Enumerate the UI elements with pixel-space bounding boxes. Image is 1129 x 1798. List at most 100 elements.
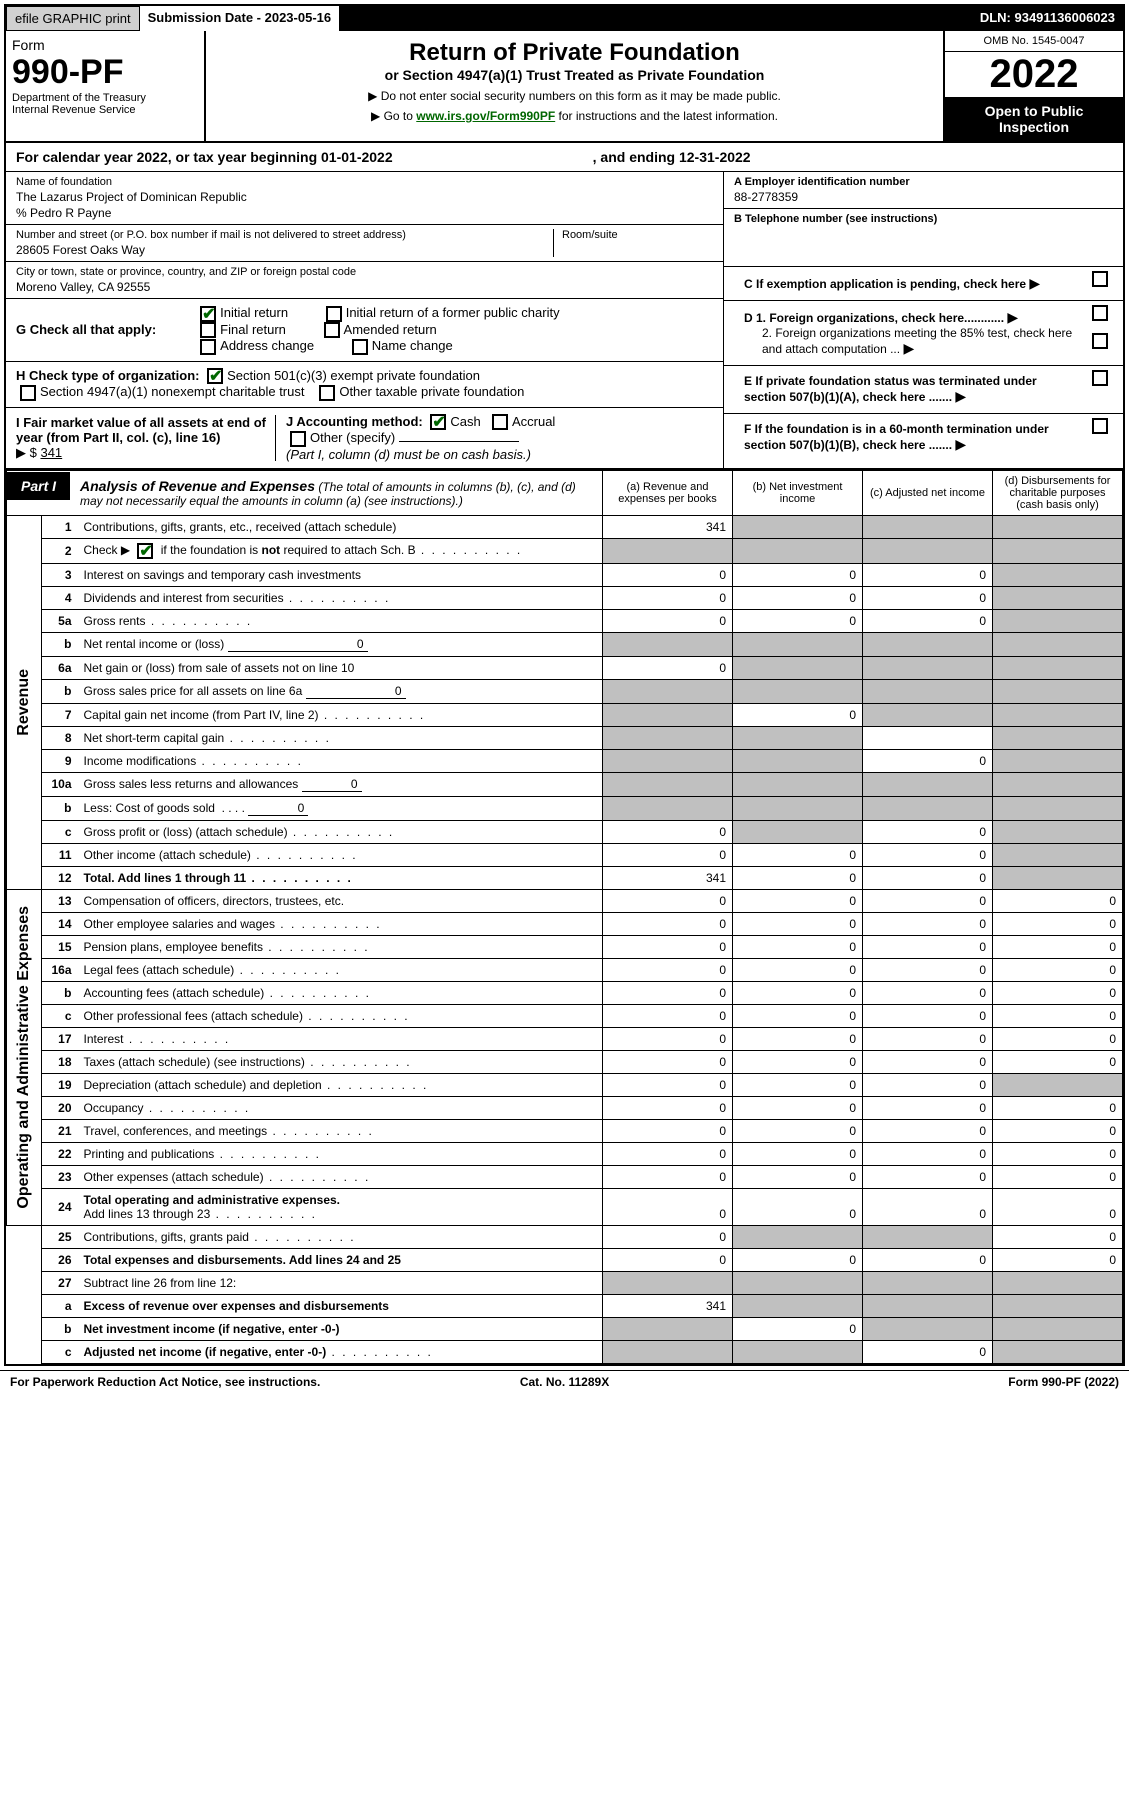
other-specify-input[interactable] bbox=[399, 441, 519, 442]
arrow-icon: ▶ bbox=[1007, 309, 1018, 325]
d1-checkbox[interactable] bbox=[1092, 305, 1108, 321]
val: 0 bbox=[733, 1027, 863, 1050]
g-name-change: Name change bbox=[372, 338, 453, 353]
val: 0 bbox=[993, 935, 1123, 958]
ln: 11 bbox=[42, 843, 78, 866]
val: 0 bbox=[863, 1096, 993, 1119]
val: 0 bbox=[863, 843, 993, 866]
val: 0 bbox=[863, 1340, 993, 1363]
val: 0 bbox=[733, 912, 863, 935]
val: 0 bbox=[733, 1004, 863, 1027]
ln: 8 bbox=[42, 726, 78, 749]
other-method-checkbox[interactable] bbox=[290, 431, 306, 447]
accrual-checkbox[interactable] bbox=[492, 414, 508, 430]
e-checkbox[interactable] bbox=[1092, 370, 1108, 386]
efile-print-button[interactable]: efile GRAPHIC print bbox=[6, 6, 140, 31]
val: 0 bbox=[993, 889, 1123, 912]
val: 0 bbox=[863, 866, 993, 889]
desc: Legal fees (attach schedule) bbox=[78, 958, 603, 981]
amended-checkbox[interactable] bbox=[324, 322, 340, 338]
val: 0 bbox=[993, 1096, 1123, 1119]
val: 0 bbox=[863, 1248, 993, 1271]
schb-checkbox[interactable] bbox=[137, 543, 153, 559]
page-footer: For Paperwork Reduction Act Notice, see … bbox=[0, 1370, 1129, 1393]
tel-field: B Telephone number (see instructions) bbox=[724, 209, 1123, 267]
header-center: Return of Private Foundation or Section … bbox=[206, 31, 943, 141]
val: 0 bbox=[863, 749, 993, 772]
c-checkbox[interactable] bbox=[1092, 271, 1108, 287]
desc: Subtract line 26 from line 12: bbox=[78, 1271, 603, 1294]
ein-field: A Employer identification number 88-2778… bbox=[724, 172, 1123, 209]
note-2: ▶ Go to www.irs.gov/Form990PF for instru… bbox=[214, 109, 935, 123]
ein-label: A Employer identification number bbox=[734, 176, 1113, 188]
ln: c bbox=[42, 1004, 78, 1027]
table-row: 21Travel, conferences, and meetings 0000 bbox=[7, 1119, 1123, 1142]
addr-change-checkbox[interactable] bbox=[200, 339, 216, 355]
txt: Gross sales less returns and allowances bbox=[84, 777, 299, 791]
form-url-link[interactable]: www.irs.gov/Form990PF bbox=[416, 109, 555, 123]
ln: a bbox=[42, 1294, 78, 1317]
ln: 22 bbox=[42, 1142, 78, 1165]
501c3-checkbox[interactable] bbox=[207, 368, 223, 384]
g-amended: Amended return bbox=[344, 322, 437, 337]
val: 0 bbox=[603, 1188, 733, 1225]
g-label: G Check all that apply: bbox=[16, 322, 156, 337]
header-left: Form 990-PF Department of the Treasury I… bbox=[6, 31, 206, 141]
val: 0 bbox=[863, 1073, 993, 1096]
tel-label: B Telephone number (see instructions) bbox=[734, 213, 1113, 225]
ln: 15 bbox=[42, 935, 78, 958]
ln: 16a bbox=[42, 958, 78, 981]
ln: 26 bbox=[42, 1248, 78, 1271]
table-row: bNet rental income or (loss) 0 bbox=[7, 632, 1123, 656]
val: 0 bbox=[603, 1248, 733, 1271]
val: 341 bbox=[603, 1294, 733, 1317]
initial-return-checkbox[interactable] bbox=[200, 306, 216, 322]
val: 0 bbox=[993, 1225, 1123, 1248]
val: 0 bbox=[733, 981, 863, 1004]
val: 0 bbox=[993, 1027, 1123, 1050]
ln: 20 bbox=[42, 1096, 78, 1119]
entity-left: Name of foundation The Lazarus Project o… bbox=[6, 172, 723, 468]
cash-checkbox[interactable] bbox=[430, 414, 446, 430]
val: 0 bbox=[863, 935, 993, 958]
val: 0 bbox=[733, 1073, 863, 1096]
ln: 14 bbox=[42, 912, 78, 935]
final-return-checkbox[interactable] bbox=[200, 322, 216, 338]
f-checkbox[interactable] bbox=[1092, 418, 1108, 434]
d1-label: D 1. Foreign organizations, check here..… bbox=[744, 311, 1004, 325]
val: 341 bbox=[603, 515, 733, 538]
spacer bbox=[339, 6, 972, 31]
arrow-icon: ▶ bbox=[1029, 275, 1040, 291]
form-number: 990-PF bbox=[12, 53, 198, 92]
d2-checkbox[interactable] bbox=[1092, 333, 1108, 349]
top-bar: efile GRAPHIC print Submission Date - 20… bbox=[6, 6, 1123, 31]
dept-line1: Department of the Treasury bbox=[12, 92, 198, 104]
c-label: C If exemption application is pending, c… bbox=[744, 277, 1026, 291]
txt: Net short-term capital gain bbox=[84, 731, 225, 745]
initial-former-checkbox[interactable] bbox=[326, 306, 342, 322]
note2-pre: ▶ Go to bbox=[371, 109, 416, 123]
4947-checkbox[interactable] bbox=[20, 385, 36, 401]
table-row: 6aNet gain or (loss) from sale of assets… bbox=[7, 656, 1123, 679]
col-a-header: (a) Revenue and expenses per books bbox=[603, 470, 733, 515]
omb-number: OMB No. 1545-0047 bbox=[945, 31, 1123, 52]
i-label: I Fair market value of all assets at end… bbox=[16, 415, 266, 445]
desc: Total operating and administrative expen… bbox=[78, 1188, 603, 1225]
h-label: H Check type of organization: bbox=[16, 368, 199, 383]
val: 0 bbox=[603, 981, 733, 1004]
name-change-checkbox[interactable] bbox=[352, 339, 368, 355]
header-right: OMB No. 1545-0047 2022 Open to Public In… bbox=[943, 31, 1123, 141]
ln: 23 bbox=[42, 1165, 78, 1188]
val: 0 bbox=[603, 563, 733, 586]
txt: Travel, conferences, and meetings bbox=[84, 1124, 268, 1138]
desc: Interest bbox=[78, 1027, 603, 1050]
form-word: Form bbox=[12, 37, 198, 53]
desc: Depreciation (attach schedule) and deple… bbox=[78, 1073, 603, 1096]
other-tax-checkbox[interactable] bbox=[319, 385, 335, 401]
table-row: bGross sales price for all assets on lin… bbox=[7, 679, 1123, 703]
h-other: Other taxable private foundation bbox=[339, 384, 524, 399]
foundation-name: The Lazarus Project of Dominican Republi… bbox=[16, 190, 713, 204]
desc: Contributions, gifts, grants, etc., rece… bbox=[78, 515, 603, 538]
desc: Printing and publications bbox=[78, 1142, 603, 1165]
txt: Other professional fees (attach schedule… bbox=[84, 1009, 303, 1023]
